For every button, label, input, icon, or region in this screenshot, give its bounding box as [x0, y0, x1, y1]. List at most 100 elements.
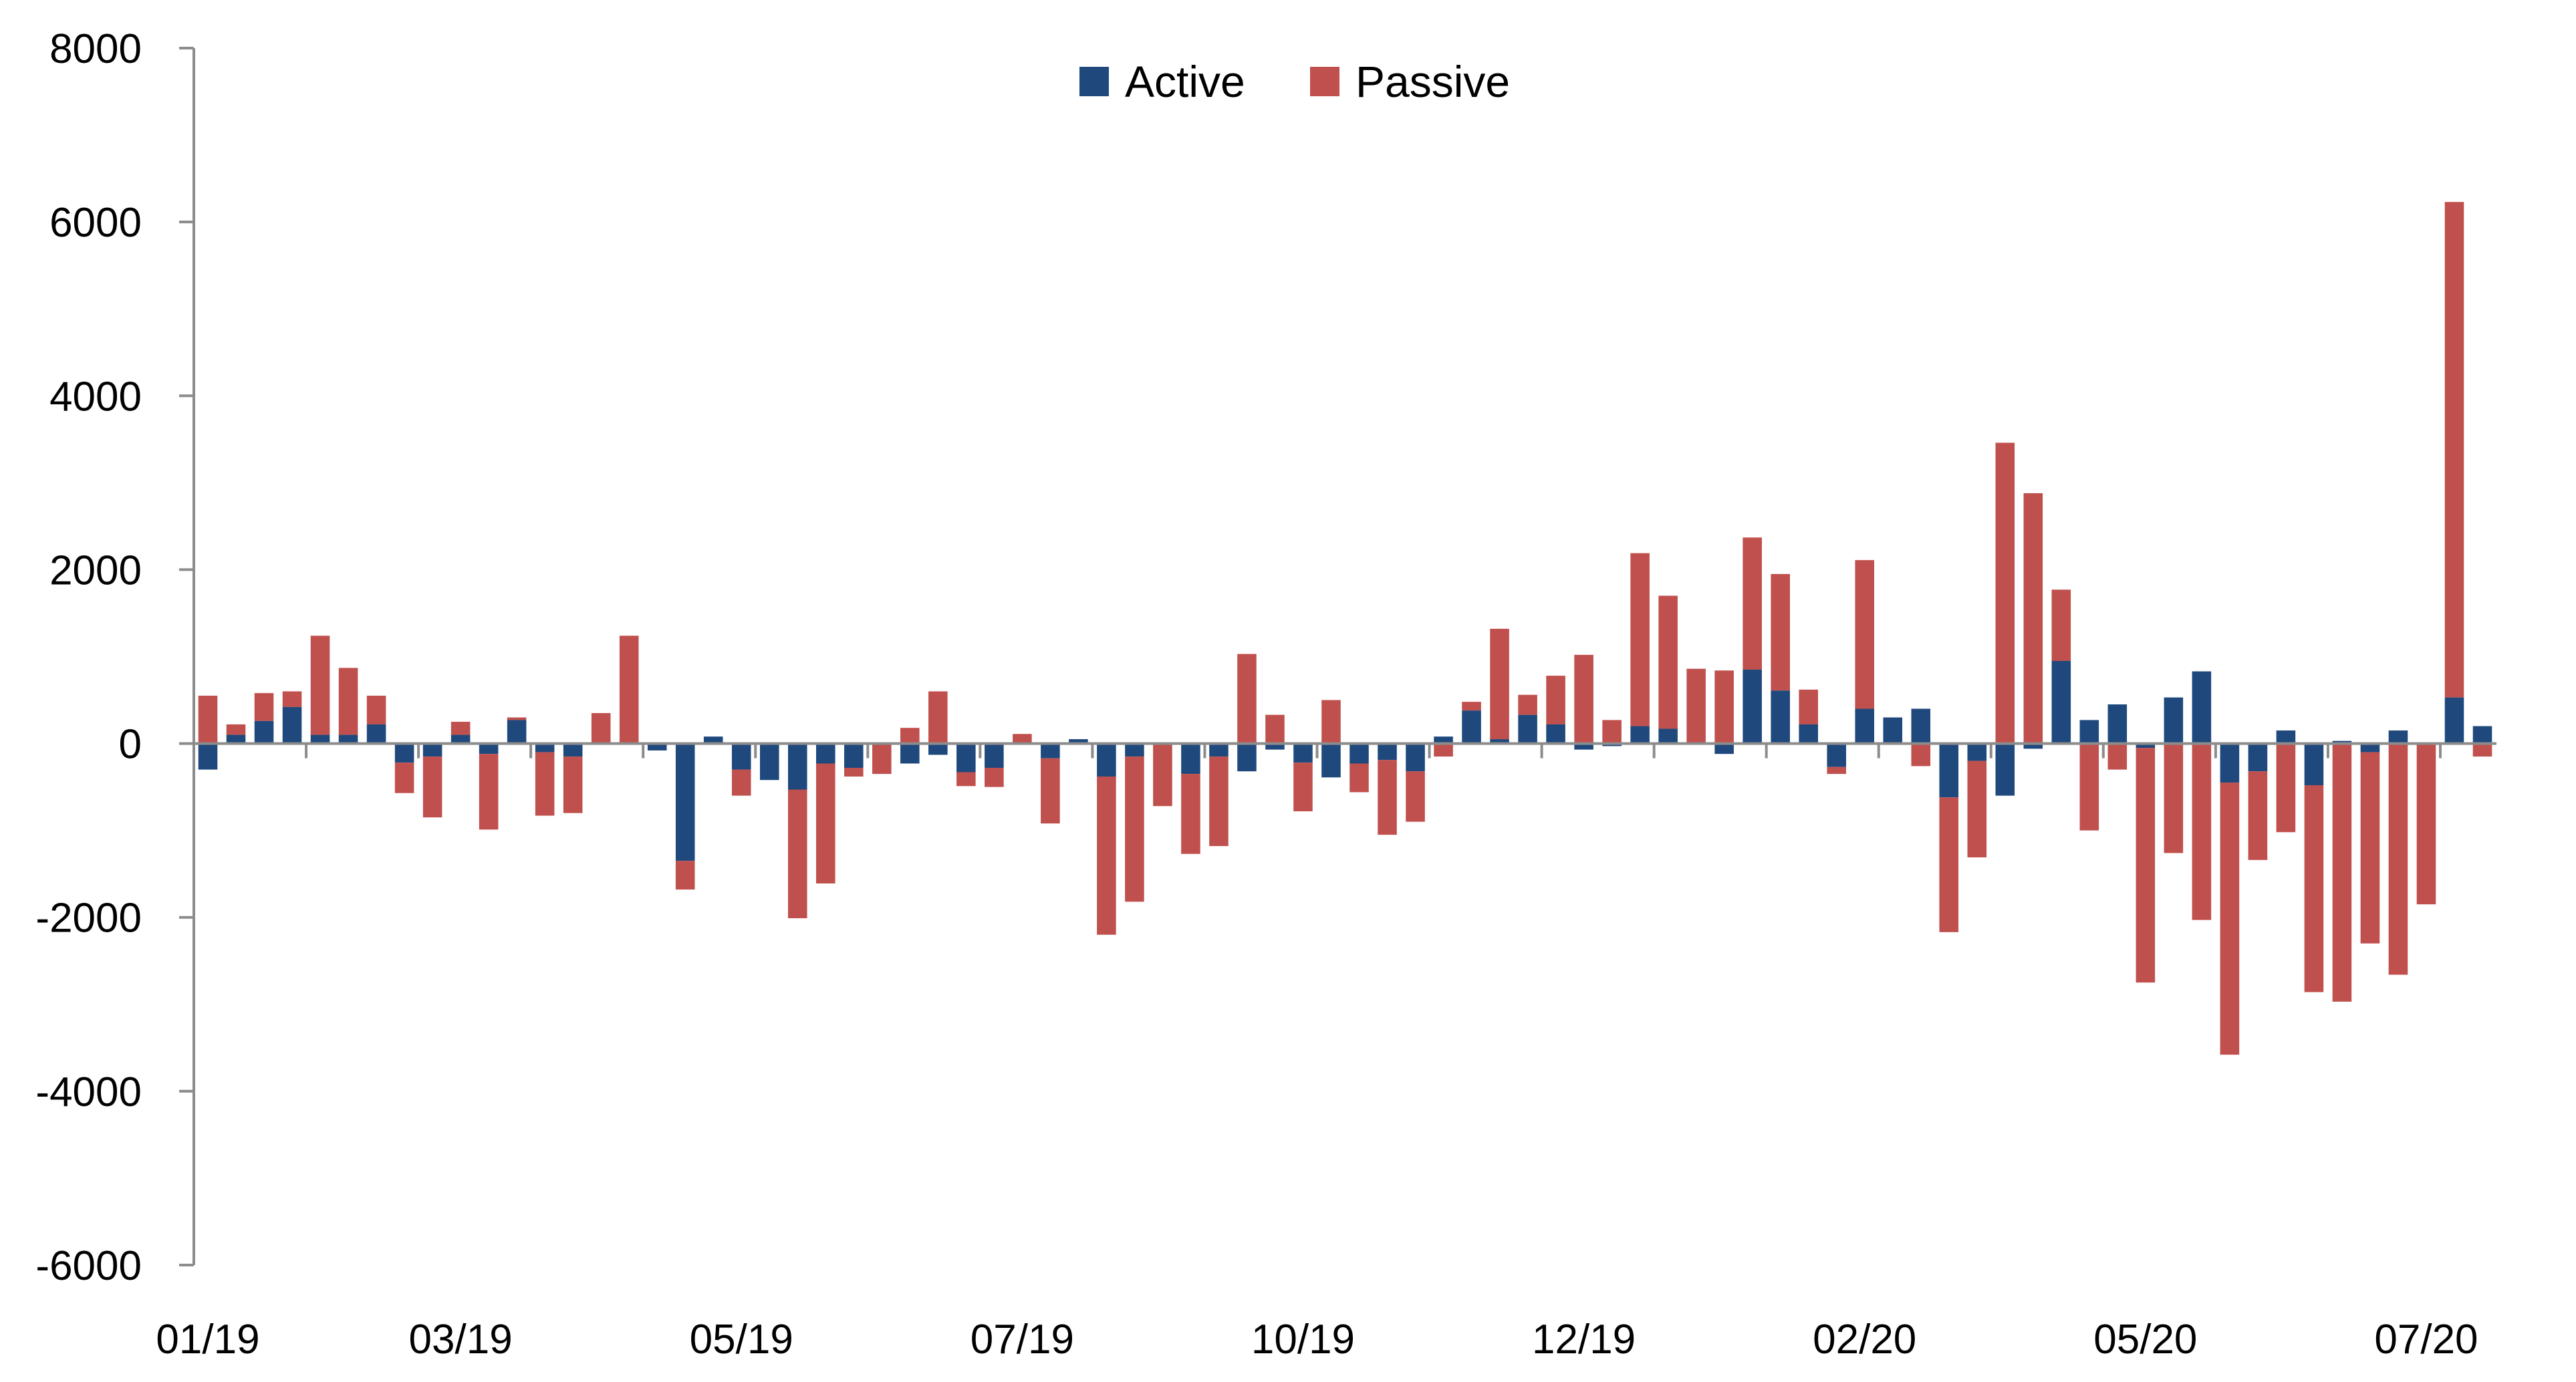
bar-active-2 — [254, 720, 274, 744]
bar-active-4 — [310, 734, 330, 744]
bar-passive-51 — [1630, 553, 1650, 726]
bar-passive-7 — [394, 763, 414, 793]
bar-active-63 — [1967, 743, 1987, 761]
bar-active-27 — [956, 743, 976, 773]
bar-passive-8 — [422, 756, 442, 818]
x-tick-label: 03/19 — [409, 1317, 513, 1363]
bar-passive-4 — [310, 636, 330, 735]
bar-active-41 — [1349, 743, 1369, 764]
y-tick-label: 8000 — [49, 26, 142, 72]
bar-active-38 — [1265, 743, 1285, 750]
bar-passive-0 — [198, 696, 218, 744]
bar-passive-70 — [2164, 743, 2184, 853]
bar-active-68 — [2107, 704, 2128, 744]
bar-passive-65 — [2023, 493, 2043, 744]
bar-passive-26 — [928, 691, 948, 744]
bar-active-39 — [1293, 743, 1313, 763]
bar-passive-22 — [815, 763, 835, 883]
bar-passive-28 — [985, 767, 1004, 787]
bar-active-25 — [900, 743, 920, 764]
bar-passive-57 — [1799, 689, 1818, 724]
bar-passive-72 — [2220, 783, 2240, 1055]
bar-active-62 — [1939, 743, 1959, 798]
bar-active-28 — [985, 743, 1004, 768]
bar-active-57 — [1799, 724, 1818, 744]
bar-passive-61 — [1911, 743, 1931, 767]
bar-passive-12 — [535, 752, 555, 816]
bar-active-66 — [2051, 661, 2071, 744]
bar-passive-68 — [2107, 743, 2128, 770]
bar-passive-23 — [844, 767, 864, 777]
bar-active-73 — [2248, 743, 2268, 772]
bar-active-3 — [282, 706, 302, 744]
bar-active-21 — [787, 743, 807, 790]
bar-passive-33 — [1125, 756, 1144, 902]
x-tick-label: 07/20 — [2374, 1317, 2478, 1363]
bar-passive-74 — [2276, 743, 2296, 833]
bar-passive-42 — [1378, 760, 1397, 835]
bar-active-1 — [226, 734, 246, 744]
bar-active-52 — [1658, 728, 1678, 744]
bars-layer — [198, 202, 2492, 1055]
bar-active-11 — [507, 720, 527, 744]
bar-active-33 — [1125, 743, 1144, 757]
bar-active-48 — [1546, 724, 1565, 744]
bar-active-44 — [1434, 736, 1453, 744]
bar-passive-50 — [1602, 720, 1622, 744]
legend-label-passive: Passive — [1356, 57, 1510, 106]
bar-active-37 — [1237, 743, 1257, 772]
bar-active-26 — [928, 743, 948, 755]
y-tick-label: 2000 — [49, 547, 142, 593]
bar-passive-36 — [1209, 756, 1229, 847]
bar-passive-48 — [1546, 676, 1565, 724]
y-tick-label: -4000 — [35, 1069, 142, 1115]
x-tick-label: 10/19 — [1251, 1317, 1355, 1363]
bar-active-64 — [1995, 743, 2015, 796]
bar-passive-35 — [1181, 774, 1200, 854]
y-tick-label: -2000 — [35, 895, 142, 942]
bar-passive-67 — [2079, 743, 2099, 831]
bar-passive-49 — [1574, 654, 1593, 744]
bar-passive-76 — [2332, 743, 2352, 1002]
bar-passive-47 — [1518, 694, 1537, 715]
bar-active-30 — [1041, 743, 1060, 758]
bar-active-10 — [479, 743, 499, 754]
bar-active-16 — [647, 743, 667, 750]
y-tick-label: -6000 — [35, 1243, 142, 1289]
bar-active-43 — [1406, 743, 1425, 772]
bar-passive-39 — [1293, 763, 1313, 812]
bar-passive-40 — [1321, 700, 1341, 744]
bar-passive-25 — [900, 728, 920, 744]
bar-passive-53 — [1686, 668, 1706, 744]
y-tick-label: 6000 — [49, 200, 142, 246]
bar-active-0 — [198, 743, 218, 770]
bar-passive-81 — [2472, 743, 2492, 757]
bar-passive-63 — [1967, 761, 1987, 857]
x-tick-label: 05/19 — [690, 1317, 793, 1363]
bar-passive-5 — [338, 668, 358, 735]
y-tick-label: 0 — [119, 722, 142, 768]
bar-active-78 — [2388, 730, 2408, 744]
bar-active-54 — [1714, 743, 1734, 754]
x-tick-label: 01/19 — [156, 1317, 259, 1363]
bar-passive-45 — [1462, 702, 1481, 711]
bar-passive-44 — [1434, 743, 1453, 757]
bar-passive-80 — [2444, 202, 2464, 698]
bar-passive-6 — [366, 696, 386, 724]
bar-passive-41 — [1349, 763, 1369, 793]
bar-active-70 — [2164, 697, 2184, 744]
bar-passive-9 — [450, 722, 471, 735]
bar-active-71 — [2192, 671, 2212, 744]
bar-passive-27 — [956, 772, 976, 787]
x-tick-label: 05/20 — [2093, 1317, 2197, 1363]
bar-passive-55 — [1743, 537, 1762, 670]
bar-passive-2 — [254, 693, 274, 721]
bar-active-45 — [1462, 710, 1481, 744]
bar-active-58 — [1827, 743, 1846, 767]
bar-active-61 — [1911, 708, 1931, 744]
bar-passive-14 — [591, 713, 611, 744]
bar-passive-34 — [1153, 743, 1172, 807]
bar-active-5 — [338, 734, 358, 744]
